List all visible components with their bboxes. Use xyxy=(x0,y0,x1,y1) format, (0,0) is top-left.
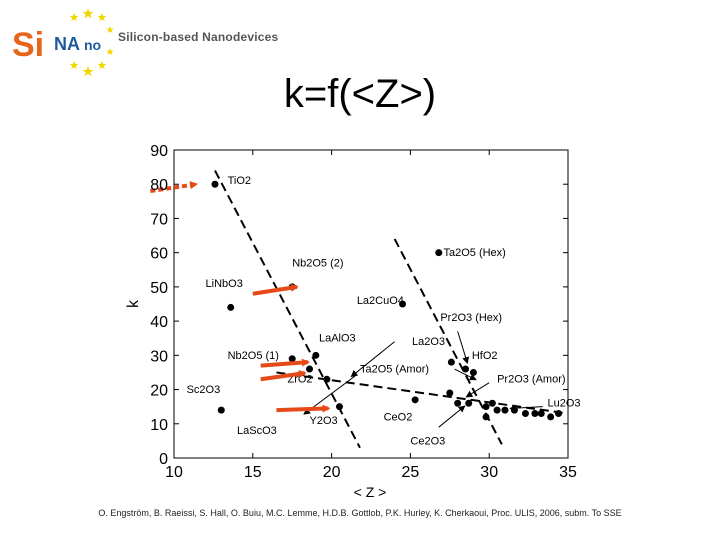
data-point xyxy=(493,406,501,414)
oxide-label: Ce2O3 xyxy=(410,435,445,447)
oxide-label: La2O3 xyxy=(412,336,445,348)
x-tick-label: 35 xyxy=(559,464,577,481)
data-point xyxy=(510,406,518,414)
y-tick-label: 80 xyxy=(150,177,168,194)
y-tick-label: 40 xyxy=(150,314,168,331)
data-point xyxy=(488,399,496,407)
x-tick-label: 20 xyxy=(323,464,341,481)
x-tick-label: 30 xyxy=(480,464,498,481)
y-tick-label: 50 xyxy=(150,280,168,297)
oxide-label: Pr2O3 (Hex) xyxy=(440,312,502,324)
oxide-label: Sc2O3 xyxy=(187,384,221,396)
oxide-label: Pr2O3 (Amor) xyxy=(497,374,565,386)
data-point xyxy=(399,300,407,308)
data-point xyxy=(555,410,563,418)
oxide-label: HfO2 xyxy=(472,350,498,362)
data-point xyxy=(537,410,545,418)
highlight-arrow xyxy=(252,283,299,296)
oxide-label: TiO2 xyxy=(228,175,251,187)
data-point xyxy=(521,410,529,418)
data-point xyxy=(501,406,509,414)
data-point xyxy=(447,358,455,366)
header: Si NA no Silicon-based Nanodevices xyxy=(0,0,720,80)
logo-subtitle: Silicon-based Nanodevices xyxy=(118,30,279,44)
y-tick-label: 90 xyxy=(150,143,168,160)
oxide-label: Nb2O5 (2) xyxy=(292,257,343,269)
y-tick-label: 60 xyxy=(150,246,168,263)
oxide-label: LiNbO3 xyxy=(206,278,243,290)
plot-frame xyxy=(173,149,569,459)
oxide-label: LaAlO3 xyxy=(319,333,356,345)
x-axis-label: < Z > xyxy=(354,484,387,500)
y-tick-label: 10 xyxy=(150,417,168,434)
data-point xyxy=(482,413,490,421)
x-tick-label: 10 xyxy=(165,464,183,481)
data-point xyxy=(217,406,225,414)
oxide-label: Ta2O5 (Hex) xyxy=(443,247,505,259)
citation: O. Engström, B. Raeissi, S. Hall, O. Bui… xyxy=(98,508,622,518)
data-point xyxy=(446,389,454,397)
data-point xyxy=(306,365,314,373)
logo-no-text: no xyxy=(84,37,101,53)
highlight-arrow xyxy=(276,404,331,413)
data-point xyxy=(435,249,443,257)
trend-line xyxy=(393,238,503,445)
data-point xyxy=(547,413,555,421)
data-point xyxy=(531,410,539,418)
data-point xyxy=(482,403,490,411)
y-tick-label: 0 xyxy=(159,451,168,468)
slide-title: k=f(<Z>) xyxy=(283,72,437,116)
data-point xyxy=(465,399,473,407)
pointer-arrow xyxy=(350,341,395,378)
pointer-arrow xyxy=(454,368,477,381)
logo-si-text: Si xyxy=(12,26,44,64)
x-tick-label: 15 xyxy=(244,464,262,481)
logo-na-text: NA xyxy=(54,34,80,54)
y-tick-label: 70 xyxy=(150,211,168,228)
oxide-label: Y2O3 xyxy=(310,415,338,427)
data-point xyxy=(411,396,419,404)
oxide-label: CeO2 xyxy=(384,411,413,423)
y-axis-label: k xyxy=(125,299,142,308)
data-point xyxy=(312,351,320,359)
data-point xyxy=(211,180,219,188)
pointer-arrow xyxy=(465,382,490,398)
oxide-label: Lu2O3 xyxy=(548,398,581,410)
highlight-arrow xyxy=(260,369,307,382)
data-point xyxy=(323,375,331,383)
oxide-label: LaScO3 xyxy=(237,425,277,437)
oxide-label: Nb2O5 (1) xyxy=(228,350,279,362)
oxide-label: La2CuO4 xyxy=(357,295,404,307)
data-point xyxy=(288,355,296,363)
star-ring-icon xyxy=(69,8,114,76)
highlight-arrow xyxy=(260,358,310,368)
pointer-arrow xyxy=(438,405,466,428)
data-point xyxy=(227,303,235,311)
y-tick-label: 30 xyxy=(150,348,168,365)
data-point xyxy=(469,368,477,376)
data-point xyxy=(454,399,462,407)
pointer-arrow xyxy=(457,331,470,365)
data-point xyxy=(335,403,343,411)
data-point xyxy=(462,365,470,373)
trend-line xyxy=(214,170,361,449)
x-tick-label: 25 xyxy=(402,464,420,481)
oxide-label: Ta2O5 (Amor) xyxy=(360,363,429,375)
sinano-logo: Si NA no xyxy=(12,8,114,76)
y-tick-label: 20 xyxy=(150,383,168,400)
